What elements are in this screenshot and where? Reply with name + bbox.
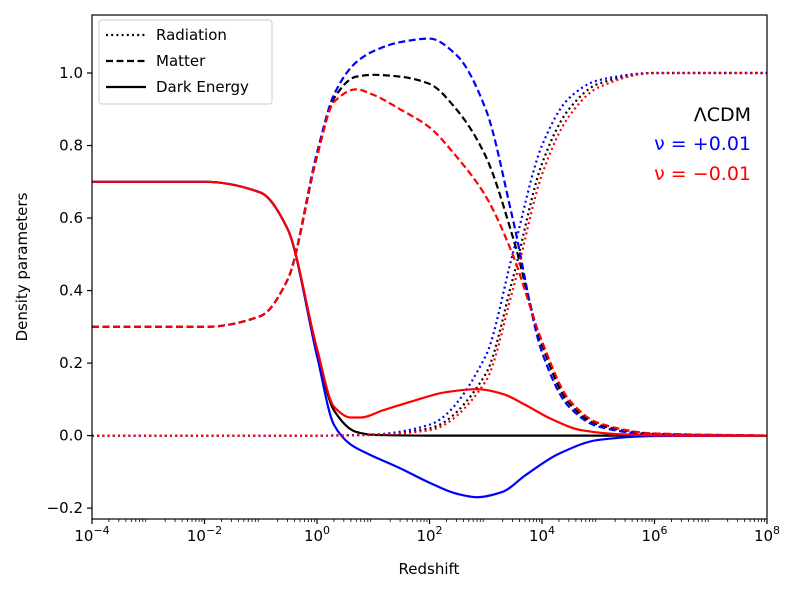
y-tick-label: 0.0 <box>59 427 83 445</box>
series-line-nu-minus-0-01-dark-energy <box>92 180 767 437</box>
y-tick-label: −0.2 <box>47 499 83 517</box>
x-tick-label: 10−2 <box>187 524 222 545</box>
annotation-nu-plus: ν = +0.01 <box>654 133 751 155</box>
series-line-nu-minus-0-01-matter <box>92 88 767 437</box>
annotation-lcdm: ΛCDM <box>694 104 751 126</box>
series-line-nu-minus-0-01-radiation <box>92 71 767 437</box>
y-axis-label: Density parameters <box>13 192 31 341</box>
y-tick-label: 0.2 <box>59 354 83 372</box>
x-axis-label: Redshift <box>399 560 460 578</box>
y-tick-label: 0.6 <box>59 209 83 227</box>
y-tick-label: 0.4 <box>59 282 83 300</box>
y-tick-label: 1.0 <box>59 64 83 82</box>
x-tick-label: 104 <box>529 524 555 545</box>
x-tick-label: 108 <box>754 524 780 545</box>
y-tick-label: 0.8 <box>59 137 83 155</box>
annotation-nu-minus: ν = −0.01 <box>654 163 751 185</box>
series-line-lcdm-matter <box>92 73 767 437</box>
x-tick-label: 106 <box>641 524 667 545</box>
legend-label-radiation: Radiation <box>156 26 227 44</box>
legend-label-dark-energy: Dark Energy <box>156 78 249 96</box>
legend-box <box>98 19 273 105</box>
legend-label-matter: Matter <box>156 52 206 70</box>
x-tick-label: 102 <box>416 524 442 545</box>
legend: Radiation Matter Dark Energy <box>98 19 273 105</box>
x-tick-label: 10−4 <box>74 524 109 545</box>
series-line-nu-plusminus-0-01-matter <box>92 37 767 437</box>
x-tick-label: 100 <box>304 524 330 545</box>
